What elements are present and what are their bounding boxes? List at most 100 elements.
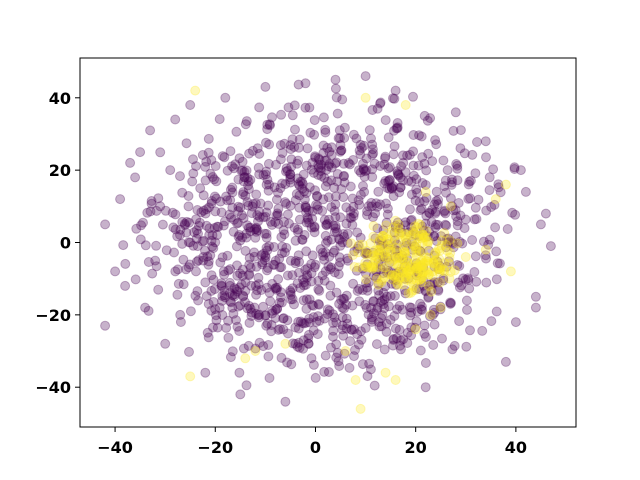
data-point-s0-1061 <box>219 216 230 227</box>
data-point-s0-1099 <box>234 326 245 336</box>
data-point-s1-60 <box>413 259 424 270</box>
data-point-s0-69 <box>324 305 335 316</box>
data-point-s0-230 <box>391 275 401 286</box>
data-point-s0-350 <box>183 237 194 248</box>
data-point-s1-18 <box>490 194 501 205</box>
data-point-s0-1125 <box>270 255 281 266</box>
data-point-s0-522 <box>414 231 425 241</box>
data-point-s0-637 <box>377 295 388 306</box>
data-point-s0-582 <box>209 223 220 233</box>
data-point-s0-543 <box>267 308 278 319</box>
data-point-s1-139 <box>418 266 429 277</box>
data-point-s1-14 <box>435 302 446 313</box>
data-point-s1-175 <box>365 238 376 249</box>
data-point-s0-700 <box>467 235 478 245</box>
data-point-s0-1093 <box>297 234 308 245</box>
data-point-s0-173 <box>255 198 266 209</box>
data-point-s0-287 <box>285 172 296 183</box>
data-point-s1-89 <box>415 274 426 285</box>
data-point-s1-61 <box>390 272 400 282</box>
data-point-s0-829 <box>276 109 287 120</box>
data-point-s0-49 <box>378 238 389 249</box>
data-point-s0-687 <box>430 206 441 217</box>
data-point-s0-416 <box>430 208 441 219</box>
data-point-s0-978 <box>382 203 393 214</box>
data-point-s0-701 <box>204 202 214 213</box>
data-point-s0-950 <box>356 334 367 345</box>
data-point-s0-378 <box>304 317 315 328</box>
data-point-s0-973 <box>235 235 246 246</box>
data-point-s0-985 <box>207 241 218 252</box>
data-point-s0-353 <box>341 290 352 301</box>
x-tick-label: 40 <box>505 438 527 457</box>
data-point-s0-546 <box>362 206 373 217</box>
data-point-s0-188 <box>443 237 454 248</box>
data-point-s0-880 <box>509 164 520 174</box>
data-point-s0-238 <box>304 217 315 228</box>
data-point-s0-565 <box>380 115 391 126</box>
data-point-s0-873 <box>439 205 450 216</box>
data-point-s0-483 <box>181 264 192 275</box>
data-point-s0-237 <box>408 130 419 140</box>
data-point-s1-57 <box>411 245 421 256</box>
data-point-s1-147 <box>401 229 412 240</box>
data-point-s0-270 <box>191 266 201 277</box>
data-point-s1-135 <box>417 255 428 266</box>
data-point-s1-172 <box>390 215 401 226</box>
data-point-s0-1226 <box>307 206 318 217</box>
data-point-s0-1000 <box>218 266 229 277</box>
data-point-s0-63 <box>377 310 388 321</box>
data-point-s0-1199 <box>470 168 481 179</box>
data-point-s0-964 <box>427 278 438 289</box>
data-point-s0-661 <box>362 259 373 270</box>
data-point-s0-157 <box>394 252 405 262</box>
data-point-s0-1082 <box>432 277 443 288</box>
data-point-s0-1234 <box>297 178 308 189</box>
data-point-s0-697 <box>315 163 326 174</box>
data-point-s1-178 <box>417 260 428 270</box>
data-point-s0-692 <box>388 93 398 104</box>
data-point-s0-980 <box>222 195 233 206</box>
data-point-s0-674 <box>231 315 241 326</box>
data-point-s0-650 <box>389 311 400 321</box>
data-point-s0-354 <box>432 199 443 210</box>
data-point-s0-112 <box>332 227 342 238</box>
data-point-s1-213 <box>421 232 431 243</box>
data-point-s1-43 <box>452 238 463 249</box>
data-point-s0-1221 <box>338 293 349 304</box>
data-point-s0-822 <box>358 158 368 169</box>
data-point-s1-219 <box>412 263 423 273</box>
data-point-s0-481 <box>389 93 400 104</box>
data-point-s0-345 <box>241 232 252 243</box>
data-point-s0-608 <box>293 227 303 238</box>
data-point-s1-34 <box>437 235 447 246</box>
data-point-s0-392 <box>273 187 283 198</box>
data-point-s0-856 <box>447 177 458 188</box>
data-point-s0-1211 <box>290 124 300 135</box>
data-point-s0-71 <box>364 125 375 136</box>
data-point-s0-942 <box>406 222 417 233</box>
data-point-s0-78 <box>453 198 464 208</box>
data-point-s0-31 <box>115 194 126 205</box>
data-point-s0-254 <box>354 199 365 210</box>
data-point-s0-205 <box>383 176 394 187</box>
data-point-s0-329 <box>309 221 320 232</box>
data-point-s0-324 <box>251 189 262 200</box>
data-point-s0-1055 <box>481 152 491 163</box>
data-point-s0-1179 <box>246 280 257 291</box>
data-point-s0-171 <box>260 252 271 263</box>
data-point-s0-417 <box>376 240 387 251</box>
data-point-s0-374 <box>281 198 292 209</box>
data-point-s1-79 <box>419 232 430 242</box>
data-point-s0-443 <box>331 352 342 363</box>
data-point-s0-603 <box>338 192 349 203</box>
data-point-s0-338 <box>373 186 384 197</box>
data-point-s0-218 <box>329 205 340 216</box>
data-point-s0-1038 <box>244 148 255 159</box>
data-point-s0-1047 <box>233 217 244 228</box>
data-point-s0-1085 <box>368 247 379 258</box>
data-point-s1-256 <box>428 257 439 268</box>
data-point-s0-941 <box>222 165 233 176</box>
data-point-s0-359 <box>341 218 352 229</box>
data-point-s0-828 <box>357 359 368 370</box>
